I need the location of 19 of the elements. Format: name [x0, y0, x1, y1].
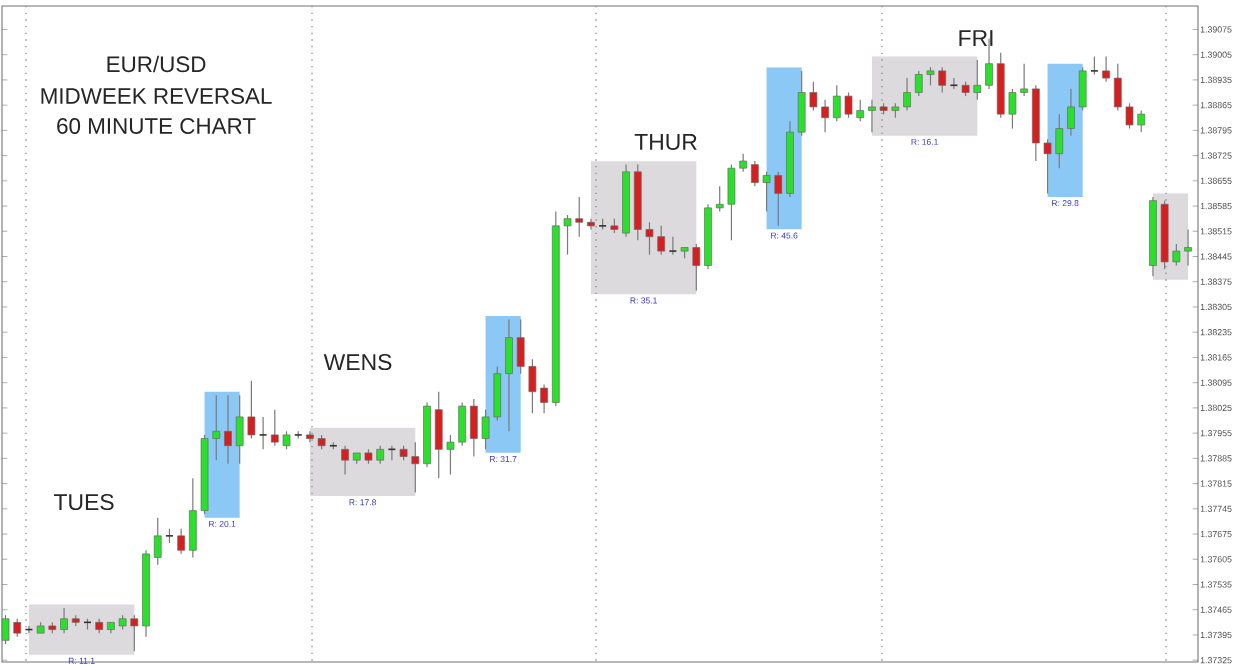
candlestick — [1078, 66, 1087, 112]
candlestick — [224, 394, 232, 465]
annotation: TUES — [53, 493, 114, 511]
candlestick — [668, 236, 678, 256]
candlestick — [258, 416, 268, 450]
candlestick — [949, 77, 959, 90]
annotation: WENS — [323, 353, 392, 371]
text: MIDWEEK REVERSAL — [41, 88, 272, 104]
candlestick — [1067, 88, 1075, 137]
candlestick — [177, 528, 185, 555]
annotation: FRI — [959, 30, 993, 46]
candlestick — [505, 318, 513, 432]
annotation: THUR — [634, 134, 697, 150]
candlestick — [1102, 55, 1110, 83]
text: EUR/USD — [107, 55, 206, 73]
annotation: 60 MINUTE CHART — [57, 118, 256, 134]
candlestick — [1090, 55, 1099, 76]
candlestick — [341, 445, 349, 476]
candlestick — [153, 517, 162, 566]
